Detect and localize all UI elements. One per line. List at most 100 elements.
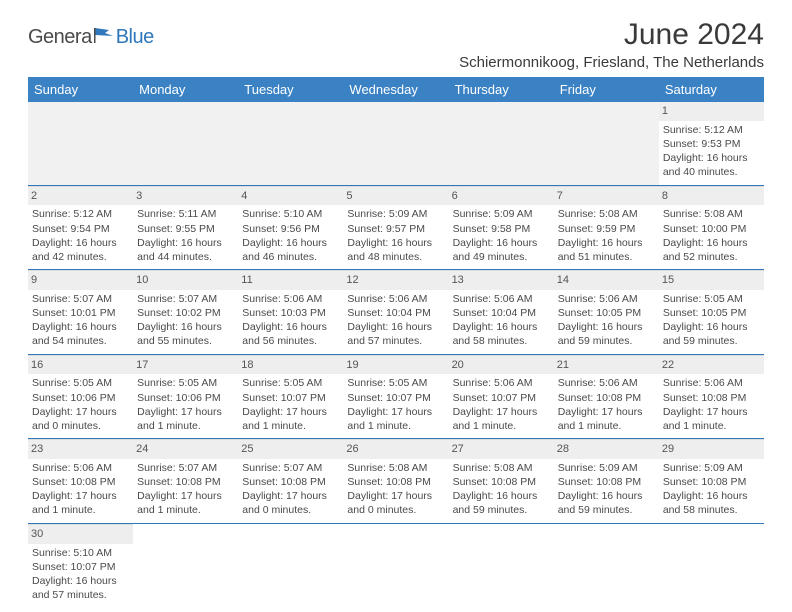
day-d2: and 58 minutes. [453, 334, 550, 348]
day-d2: and 49 minutes. [453, 250, 550, 264]
day-sunrise: Sunrise: 5:09 AM [453, 207, 550, 221]
day-number: 14 [554, 270, 659, 290]
day-number: 21 [554, 355, 659, 375]
calendar-blank [133, 102, 238, 185]
day-d2: and 52 minutes. [663, 250, 760, 264]
day-number: 3 [133, 186, 238, 206]
day-d1: Daylight: 16 hours [347, 236, 444, 250]
day-sunrise: Sunrise: 5:07 AM [32, 292, 129, 306]
day-sunset: Sunset: 9:56 PM [242, 222, 339, 236]
brand-logo: Genera Blue [28, 26, 154, 49]
day-sunset: Sunset: 10:06 PM [137, 391, 234, 405]
calendar-day: 29Sunrise: 5:09 AMSunset: 10:08 PMDaylig… [659, 439, 764, 524]
day-header: Tuesday [238, 77, 343, 102]
day-sunrise: Sunrise: 5:09 AM [558, 461, 655, 475]
day-d2: and 57 minutes. [347, 334, 444, 348]
day-sunrise: Sunrise: 5:09 AM [663, 461, 760, 475]
day-d2: and 46 minutes. [242, 250, 339, 264]
day-d2: and 44 minutes. [137, 250, 234, 264]
calendar-blank [659, 523, 764, 607]
day-d1: Daylight: 17 hours [242, 405, 339, 419]
day-sunrise: Sunrise: 5:06 AM [558, 292, 655, 306]
day-d1: Daylight: 17 hours [347, 489, 444, 503]
calendar-day: 6Sunrise: 5:09 AMSunset: 9:58 PMDaylight… [449, 185, 554, 270]
day-d1: Daylight: 17 hours [137, 489, 234, 503]
day-number: 30 [28, 524, 133, 544]
day-sunrise: Sunrise: 5:05 AM [347, 376, 444, 390]
day-sunrise: Sunrise: 5:06 AM [453, 376, 550, 390]
calendar-day: 4Sunrise: 5:10 AMSunset: 9:56 PMDaylight… [238, 185, 343, 270]
day-sunset: Sunset: 10:05 PM [663, 306, 760, 320]
day-d1: Daylight: 17 hours [347, 405, 444, 419]
day-number: 24 [133, 439, 238, 459]
calendar-day: 20Sunrise: 5:06 AMSunset: 10:07 PMDaylig… [449, 354, 554, 439]
day-sunrise: Sunrise: 5:07 AM [242, 461, 339, 475]
day-sunrise: Sunrise: 5:08 AM [347, 461, 444, 475]
calendar-day: 13Sunrise: 5:06 AMSunset: 10:04 PMDaylig… [449, 270, 554, 355]
calendar-blank [238, 102, 343, 185]
day-d1: Daylight: 17 hours [32, 405, 129, 419]
day-number: 9 [28, 270, 133, 290]
calendar-day: 11Sunrise: 5:06 AMSunset: 10:03 PMDaylig… [238, 270, 343, 355]
calendar-day: 23 Sunrise: 5:06 AMSunset: 10:08 PMDaylig… [28, 439, 133, 524]
day-sunset: Sunset: 10:04 PM [453, 306, 550, 320]
day-d1: Daylight: 17 hours [242, 489, 339, 503]
day-number: 6 [449, 186, 554, 206]
day-d2: and 0 minutes. [242, 503, 339, 517]
day-sunset: Sunset: 10:07 PM [347, 391, 444, 405]
day-sunset: Sunset: 10:03 PM [242, 306, 339, 320]
day-sunset: Sunset: 9:55 PM [137, 222, 234, 236]
day-sunrise: Sunrise: 5:06 AM [32, 461, 129, 475]
day-d2: and 1 minute. [137, 419, 234, 433]
day-sunrise: Sunrise: 5:07 AM [137, 461, 234, 475]
day-number: 13 [449, 270, 554, 290]
calendar-week: 2Sunrise: 5:12 AMSunset: 9:54 PMDaylight… [28, 185, 764, 270]
day-d2: and 1 minute. [663, 419, 760, 433]
day-d1: Daylight: 16 hours [32, 574, 129, 588]
calendar-day: 28Sunrise: 5:09 AMSunset: 10:08 PMDaylig… [554, 439, 659, 524]
day-number: 28 [554, 439, 659, 459]
calendar-day: 17Sunrise: 5:05 AMSunset: 10:06 PMDaylig… [133, 354, 238, 439]
day-d1: Daylight: 17 hours [453, 405, 550, 419]
calendar-week: 23Sunrise: 5:06 AMSunset: 10:08 PMDaylig… [28, 439, 764, 524]
calendar-day: 25Sunrise: 5:07 AMSunset: 10:08 PMDaylig… [238, 439, 343, 524]
day-d2: and 1 minute. [32, 503, 129, 517]
day-d1: Daylight: 16 hours [663, 236, 760, 250]
day-d1: Daylight: 16 hours [663, 489, 760, 503]
calendar-day: 1Sunrise: 5:12 AMSunset: 9:53 PMDaylight… [659, 102, 764, 185]
day-header: Sunday [28, 77, 133, 102]
day-d1: Daylight: 16 hours [347, 320, 444, 334]
day-sunset: Sunset: 10:08 PM [32, 475, 129, 489]
day-number: 23 [28, 439, 133, 459]
day-d1: Daylight: 16 hours [137, 320, 234, 334]
day-d1: Daylight: 16 hours [32, 236, 129, 250]
day-d1: Daylight: 16 hours [663, 320, 760, 334]
day-sunset: Sunset: 10:07 PM [32, 560, 129, 574]
day-d1: Daylight: 17 hours [32, 489, 129, 503]
calendar-day: 15Sunrise: 5:05 AMSunset: 10:05 PMDaylig… [659, 270, 764, 355]
day-d2: and 1 minute. [453, 419, 550, 433]
calendar-table: SundayMondayTuesdayWednesdayThursdayFrid… [28, 77, 764, 607]
day-d1: Daylight: 17 hours [663, 405, 760, 419]
day-d2: and 40 minutes. [663, 165, 760, 179]
day-number: 1 [659, 102, 764, 121]
day-sunset: Sunset: 10:07 PM [242, 391, 339, 405]
calendar-blank [343, 523, 448, 607]
day-sunset: Sunset: 9:53 PM [663, 137, 760, 151]
brand-text-part2: Blue [116, 26, 154, 49]
day-d1: Daylight: 16 hours [558, 236, 655, 250]
calendar-day: 12Sunrise: 5:06 AMSunset: 10:04 PMDaylig… [343, 270, 448, 355]
day-d2: and 57 minutes. [32, 588, 129, 602]
day-sunset: Sunset: 9:58 PM [453, 222, 550, 236]
title-block: June 2024 Schiermonnikoog, Friesland, Th… [459, 18, 764, 71]
day-d1: Daylight: 16 hours [453, 489, 550, 503]
day-sunrise: Sunrise: 5:10 AM [32, 546, 129, 560]
day-sunset: Sunset: 10:08 PM [663, 391, 760, 405]
day-sunset: Sunset: 10:08 PM [558, 391, 655, 405]
day-number: 26 [343, 439, 448, 459]
calendar-week: 1Sunrise: 5:12 AMSunset: 9:53 PMDaylight… [28, 102, 764, 185]
calendar-blank [554, 102, 659, 185]
day-d2: and 59 minutes. [558, 334, 655, 348]
day-sunset: Sunset: 10:08 PM [558, 475, 655, 489]
calendar-day: 5Sunrise: 5:09 AMSunset: 9:57 PMDaylight… [343, 185, 448, 270]
